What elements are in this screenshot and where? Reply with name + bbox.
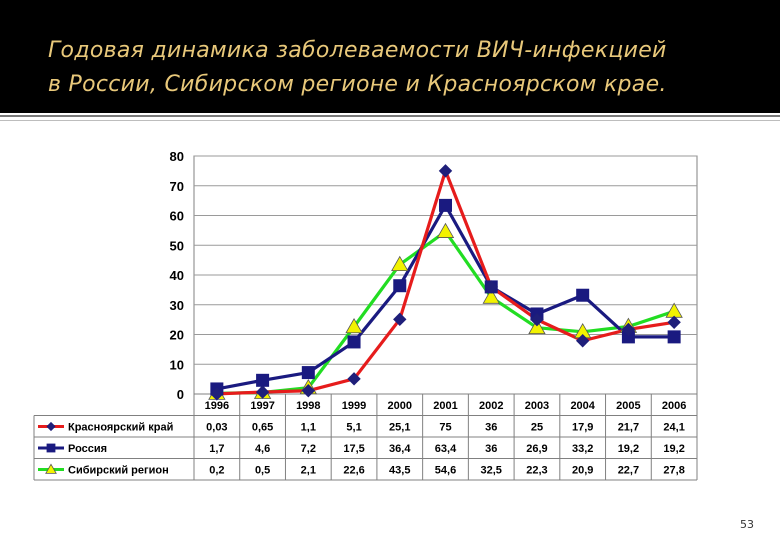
data-table-value: 75 bbox=[439, 422, 451, 434]
legend-series-name: Россия bbox=[68, 443, 107, 455]
y-tick-label: 40 bbox=[170, 268, 184, 283]
data-table-value: 0,03 bbox=[206, 422, 227, 434]
data-table-value: 5,1 bbox=[346, 422, 361, 434]
data-point bbox=[347, 335, 361, 349]
data-table-value: 27,8 bbox=[663, 465, 684, 477]
data-table-value: 1,1 bbox=[301, 422, 316, 434]
x-category-label: 2000 bbox=[388, 400, 412, 412]
data-table-value: 22,6 bbox=[343, 465, 364, 477]
header-divider-secondary bbox=[0, 120, 780, 121]
x-category-label: 1997 bbox=[250, 400, 274, 412]
data-point bbox=[345, 317, 363, 334]
y-tick-label: 70 bbox=[170, 179, 184, 194]
legend-swatch-marker bbox=[46, 443, 56, 453]
x-category-label: 2004 bbox=[570, 400, 595, 412]
data-point bbox=[256, 373, 270, 387]
slide-title-line-2: в России, Сибирском регионе и Красноярск… bbox=[48, 72, 667, 97]
data-table-value: 32,5 bbox=[481, 465, 502, 477]
data-point bbox=[484, 280, 498, 294]
data-point bbox=[575, 334, 590, 348]
slide-header: Годовая динамика заболеваемости ВИЧ-инфе… bbox=[0, 0, 780, 113]
y-tick-label: 0 bbox=[177, 387, 184, 402]
x-category-label: 2002 bbox=[479, 400, 503, 412]
data-table-value: 0,5 bbox=[255, 465, 270, 477]
data-table-value: 54,6 bbox=[435, 465, 456, 477]
slide-title-line-1: Годовая динамика заболеваемости ВИЧ-инфе… bbox=[48, 38, 667, 63]
data-table-value: 26,9 bbox=[526, 443, 547, 455]
data-table-value: 36,4 bbox=[389, 443, 411, 455]
data-table-value: 20,9 bbox=[572, 465, 593, 477]
data-table-value: 22,7 bbox=[618, 465, 639, 477]
x-category-label: 2003 bbox=[525, 400, 549, 412]
data-table-value: 19,2 bbox=[618, 443, 639, 455]
data-table-value: 21,7 bbox=[618, 422, 639, 434]
data-point bbox=[301, 384, 316, 398]
legend-series-name: Красноярский край bbox=[68, 422, 173, 434]
data-point bbox=[528, 318, 546, 335]
data-table-value: 22,3 bbox=[526, 465, 547, 477]
data-table-value: 43,5 bbox=[389, 465, 410, 477]
header-divider bbox=[0, 115, 780, 117]
page-number: 53 bbox=[740, 518, 754, 531]
y-tick-label: 10 bbox=[170, 357, 184, 372]
y-tick-label: 80 bbox=[170, 149, 184, 164]
x-category-label: 2005 bbox=[616, 400, 640, 412]
x-category-label: 2001 bbox=[433, 400, 457, 412]
data-point bbox=[576, 288, 590, 302]
data-table-value: 2,1 bbox=[301, 465, 316, 477]
x-category-label: 2006 bbox=[662, 400, 686, 412]
x-category-label: 1998 bbox=[296, 400, 320, 412]
data-point bbox=[439, 198, 452, 212]
data-table-value: 24,1 bbox=[663, 422, 684, 434]
data-table-value: 0,65 bbox=[252, 422, 273, 434]
data-point bbox=[393, 279, 407, 293]
data-point bbox=[255, 385, 270, 399]
data-point bbox=[482, 288, 500, 304]
data-table-value: 7,2 bbox=[301, 443, 316, 455]
data-table-value: 33,2 bbox=[572, 443, 593, 455]
data-point bbox=[667, 330, 681, 344]
data-table-value: 0,2 bbox=[209, 465, 224, 477]
data-point bbox=[438, 164, 453, 178]
data-table-value: 25 bbox=[531, 422, 543, 434]
y-tick-label: 20 bbox=[170, 328, 184, 343]
x-category-label: 1999 bbox=[342, 400, 366, 412]
y-tick-label: 30 bbox=[170, 298, 184, 313]
data-point bbox=[347, 372, 361, 386]
data-point bbox=[621, 322, 636, 337]
data-point bbox=[391, 255, 409, 271]
data-table-value: 36 bbox=[485, 443, 497, 455]
data-table-value: 4,6 bbox=[255, 443, 270, 455]
legend-swatch-marker bbox=[45, 463, 57, 474]
data-point bbox=[667, 315, 681, 330]
data-table-value: 36 bbox=[485, 422, 497, 434]
data-point bbox=[436, 222, 455, 238]
data-table-value: 63,4 bbox=[435, 443, 457, 455]
data-table-value: 1,7 bbox=[209, 443, 224, 455]
data-point bbox=[210, 387, 224, 401]
y-tick-label: 50 bbox=[170, 238, 184, 253]
data-point bbox=[301, 366, 315, 380]
data-table-value: 25,1 bbox=[389, 422, 410, 434]
data-table-value: 17,5 bbox=[343, 443, 364, 455]
legend-swatch-marker bbox=[46, 421, 56, 432]
data-table-value: 17,9 bbox=[572, 422, 593, 434]
data-table-value: 19,2 bbox=[663, 443, 684, 455]
y-tick-label: 60 bbox=[170, 209, 184, 224]
data-point bbox=[393, 312, 407, 327]
legend-series-name: Сибирский регион bbox=[68, 465, 169, 477]
data-point bbox=[530, 312, 544, 327]
x-category-label: 1996 bbox=[205, 400, 229, 412]
